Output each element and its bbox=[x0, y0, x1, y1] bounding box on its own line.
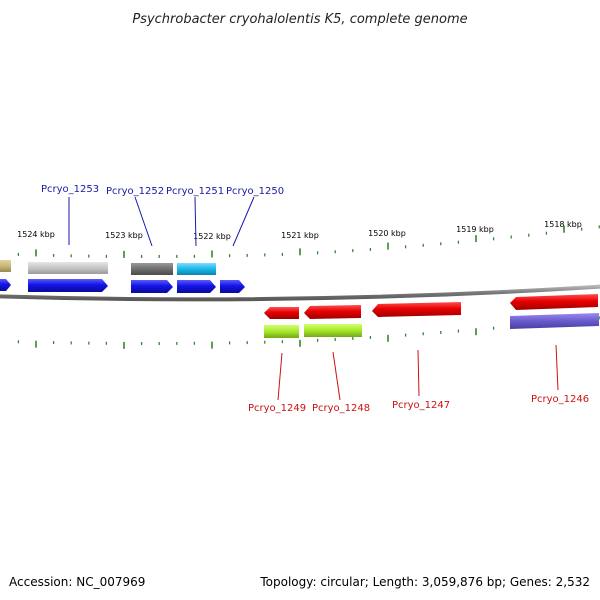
genome-backbone bbox=[0, 284, 600, 302]
top-tick-row bbox=[17, 225, 600, 258]
scale-label: 1522 kbp bbox=[193, 232, 231, 241]
cds-arrow[interactable] bbox=[0, 279, 11, 291]
cds-arrow[interactable] bbox=[372, 302, 461, 317]
gene-label-bottom[interactable]: Pcryo_1248 bbox=[312, 403, 370, 414]
scale-label: 1520 kbp bbox=[368, 229, 406, 238]
scale-label: 1523 kbp bbox=[105, 231, 143, 240]
top-gene-labels: Pcryo_1253 Pcryo_1252 Pcryo_1251 Pcryo_1… bbox=[41, 184, 284, 197]
gene-label-top[interactable]: Pcryo_1251 bbox=[166, 186, 224, 197]
bottom-gene-leaders bbox=[277, 344, 559, 401]
gene-label-bottom[interactable]: Pcryo_1247 bbox=[392, 400, 450, 411]
reverse-cds-track bbox=[264, 294, 598, 319]
bottom-feature-track bbox=[264, 313, 599, 338]
cds-arrow[interactable] bbox=[28, 279, 108, 292]
scale-label: 1524 kbp bbox=[17, 230, 55, 239]
cds-arrow[interactable] bbox=[131, 280, 173, 293]
gene-label-top[interactable]: Pcryo_1252 bbox=[106, 186, 164, 197]
top-feature-track bbox=[0, 260, 216, 275]
forward-cds-track bbox=[0, 279, 245, 293]
feature-bar[interactable] bbox=[177, 263, 216, 275]
scale-label: 1518 kbp bbox=[544, 220, 582, 229]
genome-summary-text: Topology: circular; Length: 3,059,876 bp… bbox=[259, 575, 590, 589]
accession-text: Accession: NC_007969 bbox=[9, 575, 145, 589]
scale-label: 1519 kbp bbox=[456, 225, 494, 234]
feature-bar[interactable] bbox=[0, 260, 11, 272]
bottom-tick-row bbox=[17, 316, 600, 349]
feature-bar[interactable] bbox=[28, 262, 108, 274]
scale-label: 1521 kbp bbox=[281, 231, 319, 240]
gene-label-top[interactable]: Pcryo_1250 bbox=[226, 186, 284, 197]
gene-label-top[interactable]: Pcryo_1253 bbox=[41, 184, 99, 195]
feature-bar[interactable] bbox=[510, 313, 599, 329]
map-title: Psychrobacter cryohalolentis K5, complet… bbox=[132, 12, 467, 27]
gene-label-bottom[interactable]: Pcryo_1246 bbox=[531, 394, 589, 405]
feature-bar[interactable] bbox=[264, 325, 299, 338]
bottom-gene-labels: Pcryo_1249 Pcryo_1248 Pcryo_1247 Pcryo_1… bbox=[248, 394, 589, 414]
gene-label-bottom[interactable]: Pcryo_1249 bbox=[248, 403, 306, 414]
scale-labels: 1524 kbp 1523 kbp 1522 kbp 1521 kbp 1520… bbox=[17, 220, 582, 241]
top-gene-leaders bbox=[68, 196, 255, 247]
cds-arrow[interactable] bbox=[304, 305, 361, 319]
cds-arrow[interactable] bbox=[177, 280, 216, 293]
cds-arrow[interactable] bbox=[220, 280, 245, 293]
cds-arrow[interactable] bbox=[264, 307, 299, 319]
feature-bar[interactable] bbox=[131, 263, 173, 275]
feature-bar[interactable] bbox=[304, 324, 362, 337]
cds-arrow[interactable] bbox=[510, 294, 598, 310]
